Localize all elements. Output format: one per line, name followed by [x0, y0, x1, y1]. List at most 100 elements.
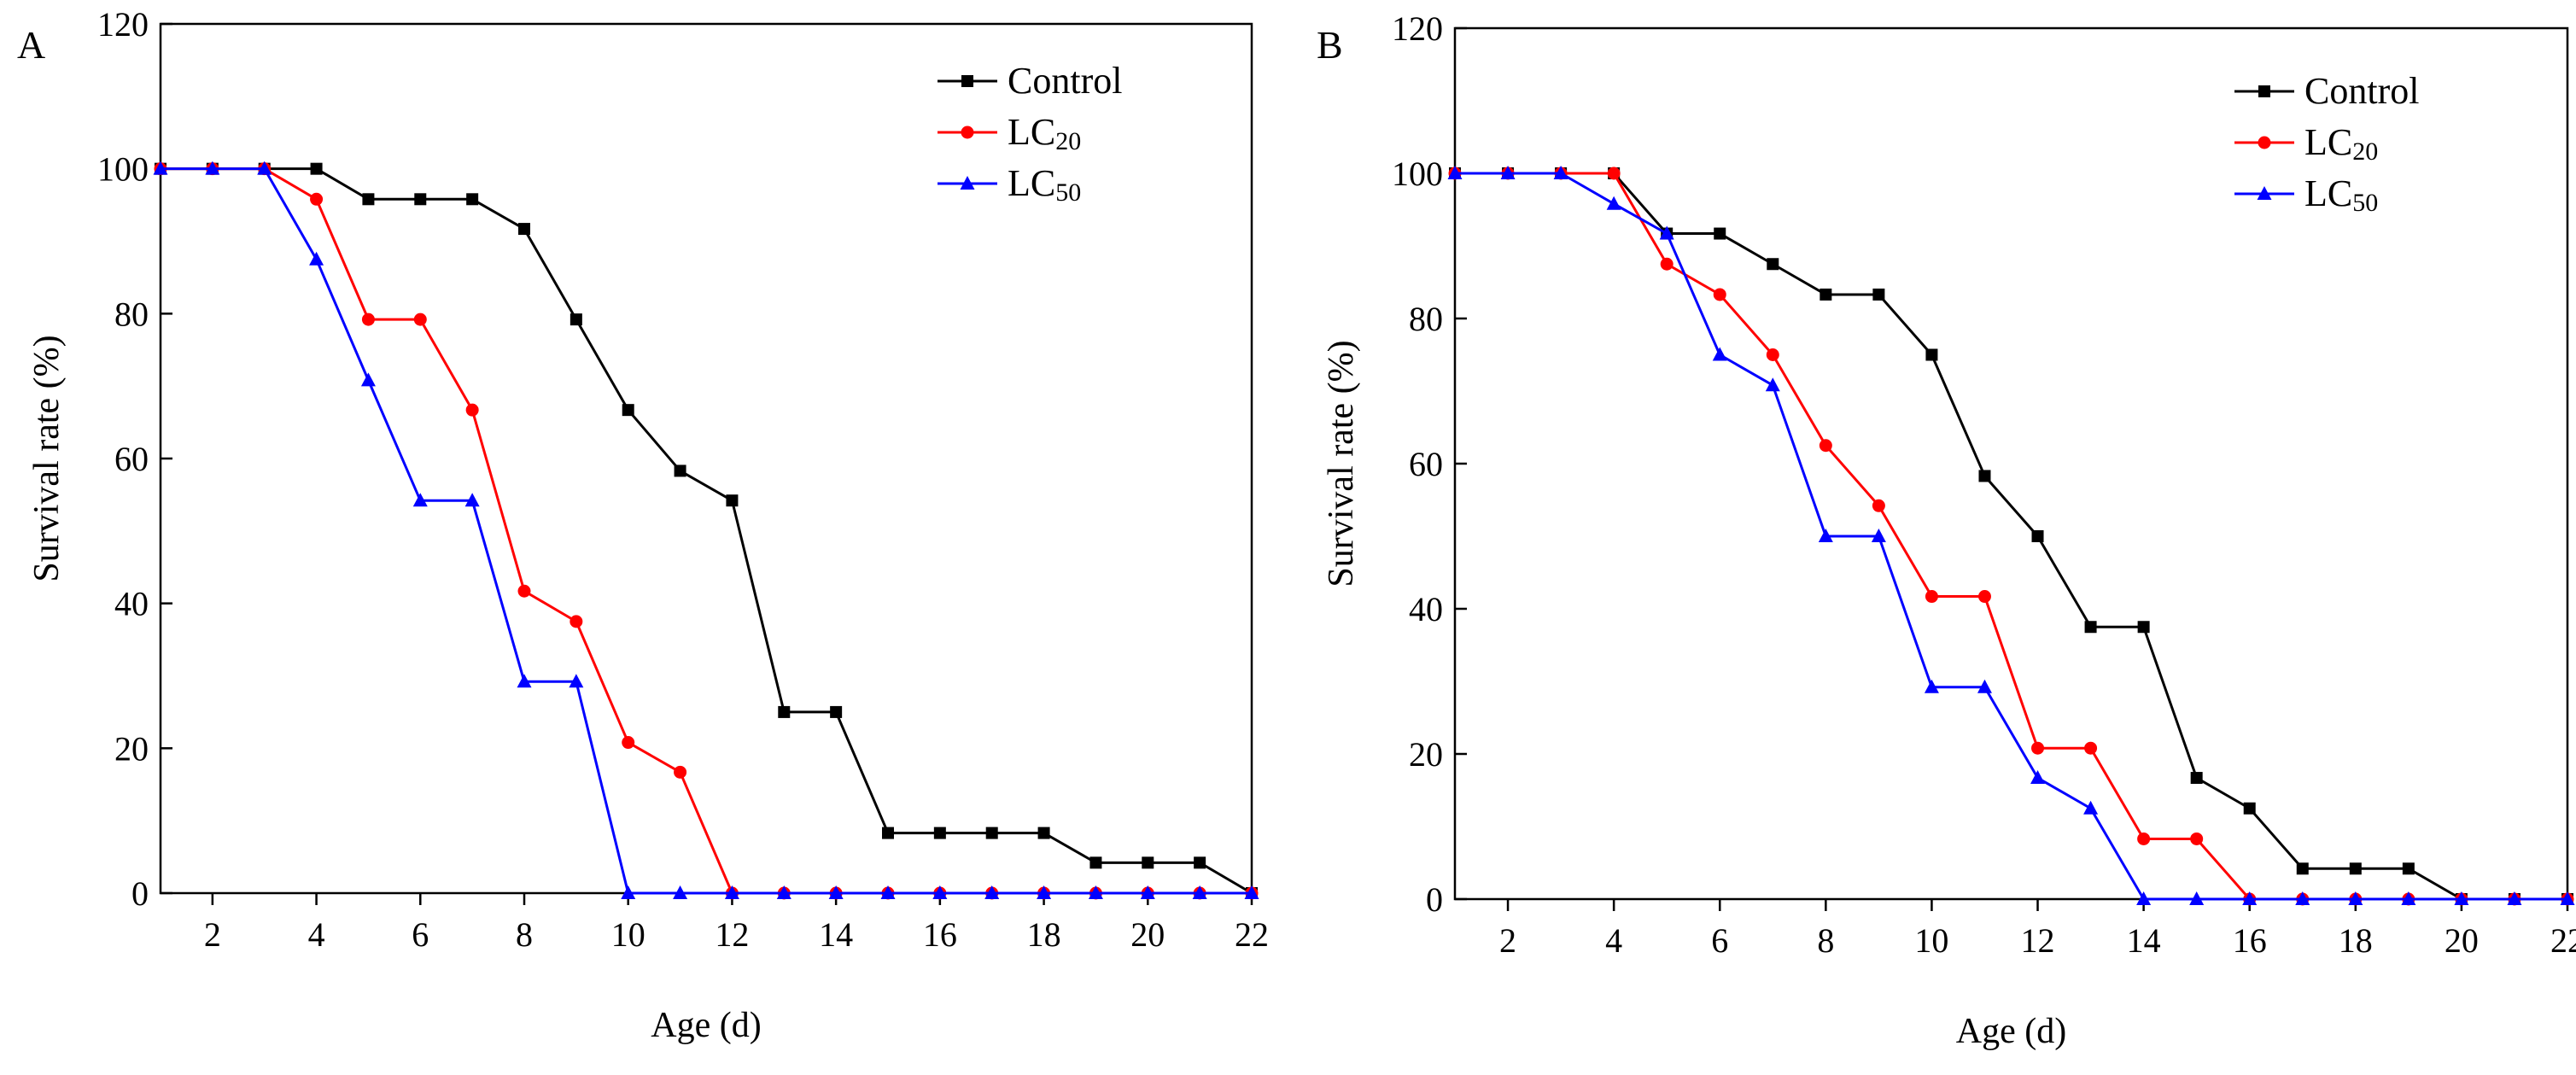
data-point: [569, 674, 584, 688]
legend-entry-control: Control: [938, 60, 1122, 102]
data-point: [2189, 891, 2205, 905]
y-tick-label: 80: [114, 295, 149, 333]
data-point: [1713, 288, 1726, 301]
data-point: [464, 493, 480, 507]
data-point: [2560, 891, 2575, 905]
data-point: [1192, 885, 1207, 899]
data-point: [1244, 885, 1259, 899]
data-point: [1447, 166, 1463, 179]
plot-frame: [1453, 26, 2569, 901]
y-tick-label: 100: [1392, 155, 1443, 193]
data-point: [1819, 439, 1832, 453]
data-point: [622, 404, 634, 417]
data-point: [2190, 772, 2203, 785]
data-point: [1659, 225, 1674, 240]
data-point: [2137, 621, 2150, 634]
y-tick-label: 20: [114, 729, 149, 768]
data-point: [2190, 832, 2204, 845]
data-point: [1765, 377, 1780, 392]
data-point: [2243, 802, 2256, 815]
data-point: [517, 584, 531, 598]
legend-marker: [960, 176, 975, 190]
y-tick-label: 60: [1409, 445, 1443, 483]
data-point: [2137, 832, 2151, 845]
x-tick-label: 18: [1027, 915, 1061, 954]
data-point: [778, 705, 791, 718]
legend-label: Control: [2304, 70, 2419, 112]
data-point: [1714, 227, 1726, 240]
data-point: [1142, 856, 1154, 869]
series-line: [1455, 172, 2567, 901]
legend-marker: [2258, 136, 2271, 149]
data-point: [518, 223, 530, 236]
data-point: [2454, 891, 2469, 905]
data-point: [362, 193, 375, 206]
data-point: [1872, 499, 1885, 512]
data-point: [465, 403, 479, 417]
data-point: [830, 705, 843, 718]
y-axis-title: Survival rate (%): [1322, 340, 1361, 587]
x-tick-label: 14: [819, 915, 853, 954]
data-point: [570, 615, 583, 628]
legend-entry-lc50: LC50: [938, 162, 1081, 207]
data-point: [984, 885, 1000, 899]
x-tick-label: 10: [1914, 921, 1948, 960]
data-point: [153, 161, 168, 175]
data-point: [985, 827, 998, 839]
x-tick-label: 22: [1235, 915, 1269, 954]
data-point: [1925, 348, 1938, 361]
x-tick-label: 8: [516, 915, 533, 954]
data-point: [2507, 891, 2522, 905]
panel-letter: B: [1317, 23, 1343, 67]
y-tick-label: 60: [114, 440, 149, 478]
data-point: [1977, 590, 1991, 604]
data-point: [1924, 679, 1939, 693]
data-point: [776, 885, 791, 899]
data-point: [828, 885, 844, 899]
x-tick-label: 12: [715, 915, 749, 954]
x-tick-label: 6: [412, 915, 429, 954]
y-tick-label: 120: [1392, 9, 1443, 48]
data-point: [413, 313, 427, 326]
y-tick-label: 40: [114, 585, 149, 623]
x-tick-label: 22: [2550, 921, 2576, 960]
data-point: [2030, 770, 2046, 785]
x-tick-label: 18: [2339, 921, 2373, 960]
data-point: [1925, 590, 1938, 604]
legend-marker: [961, 126, 974, 139]
legend-entry-lc50: LC50: [2234, 172, 2378, 217]
y-tick-label: 80: [1409, 300, 1443, 338]
x-tick-label: 6: [1711, 921, 1728, 960]
data-point: [882, 827, 894, 839]
legend-entry-lc20: LC20: [2234, 121, 2378, 166]
series-lc50: [1447, 166, 2575, 905]
data-point: [1872, 288, 1885, 301]
data-point: [1037, 885, 1052, 899]
data-point: [2349, 862, 2362, 875]
x-tick-label: 16: [923, 915, 957, 954]
data-point: [2401, 891, 2416, 905]
panel-b: B 0 20 40 60 80 100 120 2 4 6 8 10 12 14 16 18 20 22 Age (d…: [1317, 9, 2576, 1051]
data-point: [2083, 800, 2099, 815]
y-tick-label: 0: [131, 874, 149, 913]
data-point: [2348, 891, 2363, 905]
data-point: [2031, 741, 2045, 755]
data-point: [2402, 862, 2415, 875]
x-tick-label: 2: [204, 915, 221, 954]
legend-marker: [961, 75, 973, 87]
data-point: [1978, 470, 1991, 482]
y-axis-title: Survival rate (%): [27, 335, 67, 581]
data-point: [1194, 856, 1206, 869]
data-point: [674, 464, 686, 477]
data-point: [2031, 530, 2044, 542]
data-point: [673, 885, 688, 899]
data-point: [932, 885, 948, 899]
y-tick-label: 40: [1409, 590, 1443, 628]
data-point: [1766, 348, 1779, 361]
data-point: [1606, 196, 1621, 210]
x-tick-label: 4: [308, 915, 325, 954]
data-point: [570, 313, 582, 326]
panel-letter: A: [17, 23, 45, 67]
series-line: [1455, 172, 2567, 901]
